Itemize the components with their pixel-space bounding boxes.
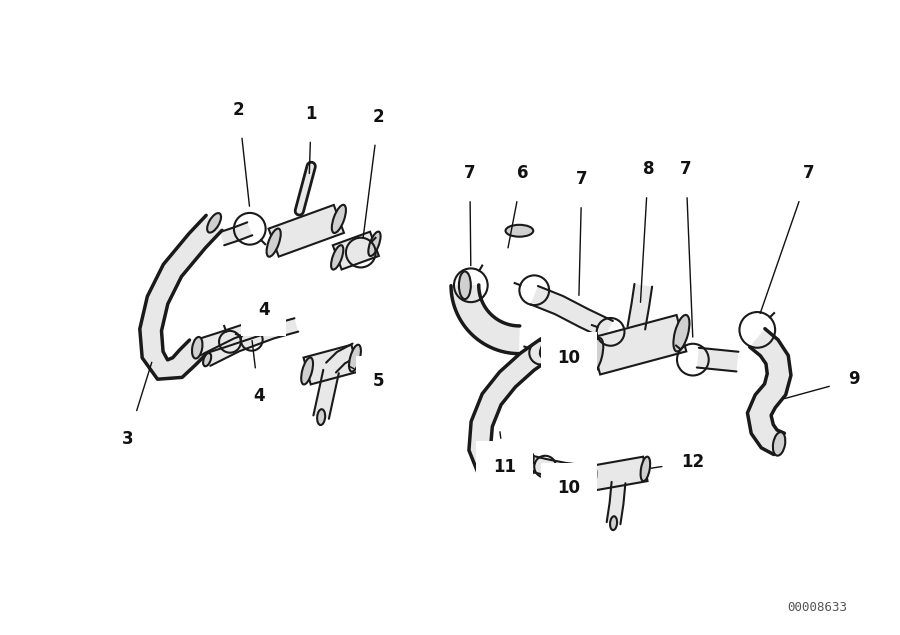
Ellipse shape <box>773 432 786 456</box>
Text: 00008633: 00008633 <box>787 601 847 614</box>
Polygon shape <box>590 457 647 491</box>
Text: 7: 7 <box>760 164 814 314</box>
Ellipse shape <box>263 317 271 333</box>
Polygon shape <box>526 455 580 481</box>
Text: 6: 6 <box>508 164 528 248</box>
Polygon shape <box>204 318 298 366</box>
Polygon shape <box>326 344 359 373</box>
Polygon shape <box>333 232 379 269</box>
Polygon shape <box>531 286 613 339</box>
Text: 2: 2 <box>233 101 249 206</box>
Polygon shape <box>627 284 652 330</box>
Polygon shape <box>140 215 222 379</box>
Ellipse shape <box>317 409 325 425</box>
Polygon shape <box>697 348 738 371</box>
Ellipse shape <box>540 338 554 358</box>
Polygon shape <box>607 482 625 525</box>
Text: 11: 11 <box>493 432 516 476</box>
Text: 4: 4 <box>257 298 269 319</box>
Ellipse shape <box>331 245 343 270</box>
Text: 9: 9 <box>785 370 860 399</box>
Ellipse shape <box>368 232 381 256</box>
Text: 7: 7 <box>464 164 475 265</box>
Ellipse shape <box>521 452 534 473</box>
Ellipse shape <box>673 315 689 352</box>
Polygon shape <box>313 370 338 419</box>
Polygon shape <box>194 318 269 356</box>
Ellipse shape <box>332 205 346 233</box>
Text: 7: 7 <box>680 160 693 337</box>
Text: 10: 10 <box>547 471 580 497</box>
Ellipse shape <box>641 457 650 481</box>
Text: 4: 4 <box>252 340 265 405</box>
Polygon shape <box>590 315 687 375</box>
Text: 1: 1 <box>305 105 317 173</box>
Ellipse shape <box>349 345 361 371</box>
Ellipse shape <box>506 225 534 237</box>
Text: 7: 7 <box>576 170 588 295</box>
Text: 10: 10 <box>544 349 580 366</box>
Ellipse shape <box>266 229 281 257</box>
Ellipse shape <box>302 358 313 384</box>
Polygon shape <box>451 285 520 354</box>
Polygon shape <box>747 329 791 455</box>
Ellipse shape <box>587 338 603 375</box>
Polygon shape <box>303 345 358 384</box>
Ellipse shape <box>192 337 202 359</box>
Ellipse shape <box>459 271 471 299</box>
Text: 2: 2 <box>363 108 384 238</box>
Ellipse shape <box>207 213 221 232</box>
Polygon shape <box>469 339 554 488</box>
Text: 3: 3 <box>122 363 152 448</box>
Text: 8: 8 <box>641 160 654 302</box>
Polygon shape <box>220 222 252 245</box>
Ellipse shape <box>587 466 597 491</box>
Ellipse shape <box>203 353 212 366</box>
Text: 5: 5 <box>348 366 384 391</box>
Polygon shape <box>268 205 344 257</box>
Text: 12: 12 <box>651 453 705 471</box>
Ellipse shape <box>610 516 617 530</box>
